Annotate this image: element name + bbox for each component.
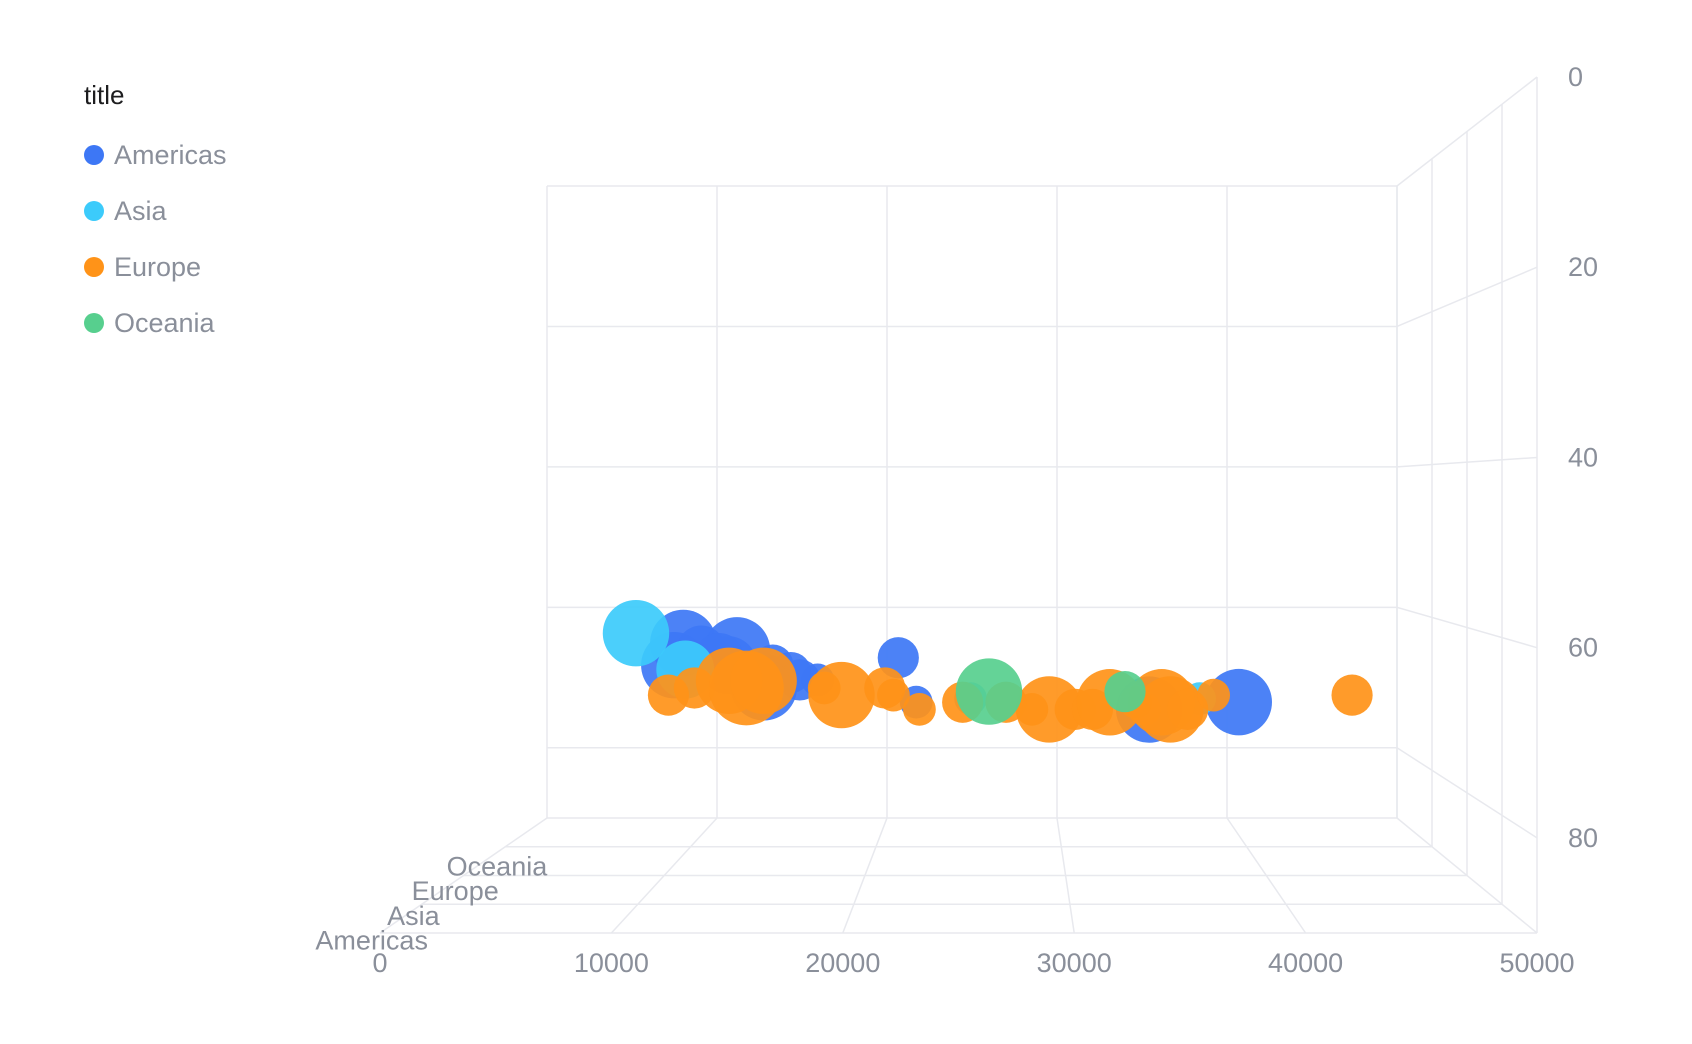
- legend-marker-oceania: [84, 313, 104, 333]
- x-tick-label: 50000: [1499, 948, 1574, 978]
- legend-item-americas[interactable]: Americas: [84, 127, 227, 183]
- z-tick-label: Oceania: [447, 851, 549, 881]
- data-point-europe[interactable]: [808, 661, 875, 729]
- z-tick-label: Europe: [412, 876, 499, 906]
- data-point-europe[interactable]: [1331, 674, 1373, 716]
- legend: title Americas Asia Europe Oceania: [84, 80, 227, 351]
- y-tick-label: 20: [1568, 252, 1598, 282]
- data-point-europe[interactable]: [730, 647, 797, 715]
- legend-marker-americas: [84, 145, 104, 165]
- legend-title: title: [84, 80, 125, 110]
- chart-labels: 0 10000 20000 30000 40000 50000 0 20 40 60 80 Ameri…: [315, 62, 1598, 978]
- y-tick-label: 0: [1568, 62, 1583, 92]
- x-tick-label: 0: [372, 948, 387, 978]
- y-tick-label: 40: [1568, 442, 1598, 472]
- y-tick-label: 60: [1568, 633, 1598, 663]
- y-tick-label: 80: [1568, 823, 1598, 853]
- data-point-europe[interactable]: [903, 693, 936, 726]
- z-tick-label: Asia: [387, 901, 441, 931]
- data-point-asia[interactable]: [602, 599, 670, 667]
- data-point-europe[interactable]: [877, 678, 910, 712]
- legend-label-asia: Asia: [114, 195, 167, 226]
- x-tick-label: 20000: [805, 948, 880, 978]
- chart-marks: [602, 599, 1373, 743]
- x-tick-label: 10000: [574, 948, 649, 978]
- legend-label-oceania: Oceania: [114, 307, 215, 338]
- data-point-europe[interactable]: [1197, 678, 1231, 712]
- legend-marker-asia: [84, 201, 104, 221]
- legend-label-americas: Americas: [114, 139, 227, 170]
- legend-label-europe: Europe: [114, 251, 202, 282]
- data-point-oceania[interactable]: [955, 658, 1023, 725]
- legend-item-europe[interactable]: Europe: [84, 239, 227, 295]
- x-tick-label: 30000: [1037, 948, 1112, 978]
- chart-grid: [379, 76, 1538, 934]
- x-tick-label: 40000: [1268, 948, 1343, 978]
- legend-item-oceania[interactable]: Oceania: [84, 295, 227, 351]
- z-tick-label: Americas: [315, 926, 428, 956]
- legend-item-asia[interactable]: Asia: [84, 183, 227, 239]
- data-point-oceania[interactable]: [1104, 671, 1146, 713]
- legend-marker-europe: [84, 257, 104, 277]
